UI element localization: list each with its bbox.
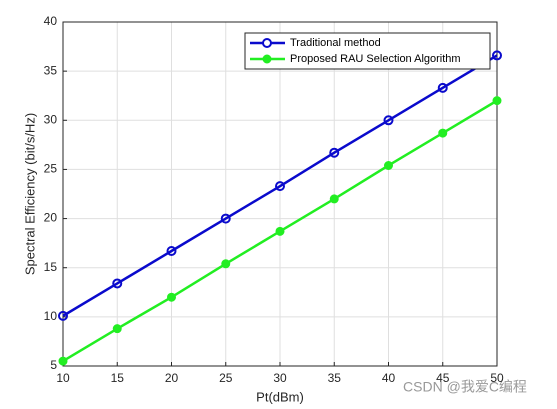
legend-label: Proposed RAU Selection Algorithm	[290, 53, 461, 65]
x-tick-label: 20	[165, 371, 179, 385]
data-point	[166, 246, 177, 257]
y-tick-label: 10	[44, 309, 58, 323]
watermark: CSDN @我爱C编程	[403, 379, 527, 395]
x-tick-label: 10	[56, 371, 70, 385]
legend-marker	[262, 54, 272, 64]
x-tick-label: 15	[111, 371, 125, 385]
x-tick-label: 25	[219, 371, 233, 385]
legend-label: Traditional method	[290, 37, 381, 49]
data-point	[329, 147, 340, 158]
legend-marker	[262, 38, 272, 48]
data-point	[275, 181, 285, 192]
x-tick-label: 45	[436, 371, 450, 385]
y-tick-label: 30	[44, 112, 58, 126]
y-tick-label: 5	[50, 358, 57, 372]
data-point	[221, 259, 231, 269]
data-point	[384, 160, 393, 170]
data-point	[112, 278, 123, 289]
x-tick-label: 35	[328, 371, 342, 385]
y-tick-label: 20	[44, 211, 58, 225]
y-tick-label: 15	[44, 260, 58, 274]
data-point	[275, 226, 285, 236]
data-point	[492, 50, 502, 61]
data-point	[58, 310, 68, 321]
x-tick-label: 50	[490, 371, 504, 385]
plot-frame	[62, 21, 498, 367]
x-tick-label: 40	[382, 371, 396, 385]
data-point	[58, 356, 68, 366]
data-point	[438, 128, 448, 138]
y-axis-label: Spectral Efficiency (bit/s/Hz)	[22, 113, 37, 275]
y-tick-label: 25	[44, 162, 58, 176]
x-axis-label: Pt(dBm)	[256, 389, 304, 404]
data-point	[167, 292, 176, 302]
data-point	[112, 324, 122, 334]
data-point	[220, 213, 231, 224]
x-tick-label: 30	[273, 371, 287, 385]
series-line	[62, 54, 498, 317]
data-point	[437, 82, 448, 93]
data-point	[492, 96, 502, 106]
y-tick-label: 40	[44, 14, 58, 28]
data-point	[383, 115, 394, 126]
legend-box	[244, 32, 491, 70]
y-tick-label: 35	[44, 63, 58, 77]
data-point	[329, 194, 339, 204]
